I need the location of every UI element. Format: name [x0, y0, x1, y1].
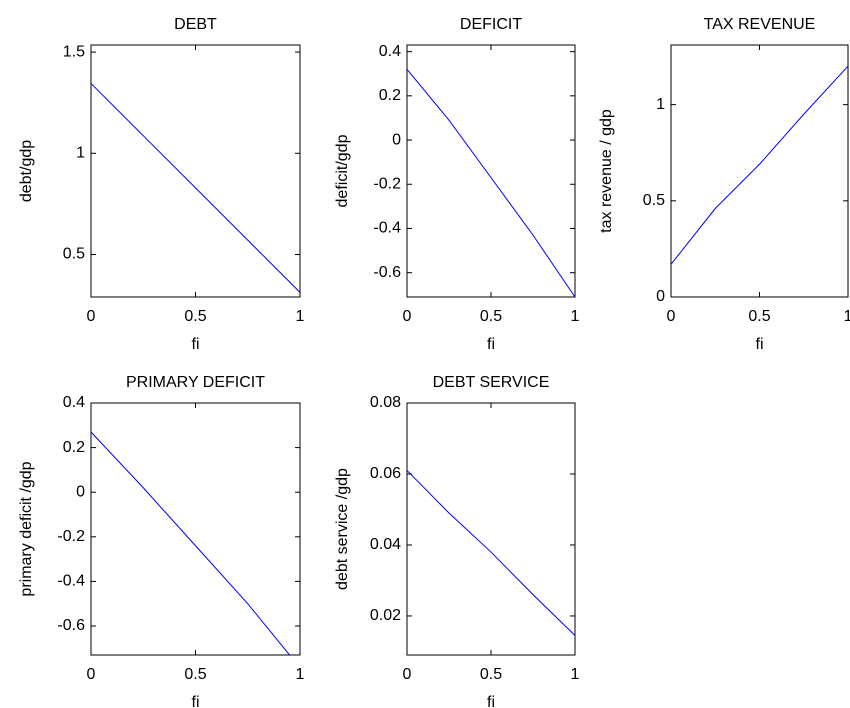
- x-tick-label: 1: [571, 308, 580, 325]
- y-axis-label: debt service /gdp: [334, 468, 351, 590]
- data-line: [91, 83, 300, 293]
- x-axis-label: fi: [192, 336, 200, 353]
- data-line: [407, 470, 575, 636]
- y-tick-label: 0.5: [643, 192, 665, 209]
- y-tick-label: 0.06: [370, 465, 401, 482]
- y-axis-label: deficit/gdp: [334, 134, 351, 207]
- x-axis-label: fi: [487, 336, 495, 353]
- subplot-title: DEBT: [174, 16, 217, 33]
- subplot: 0.02 0.04 0.06 0.08 0 0.5 1 DEBT SERVICE fi debt …: [334, 374, 579, 708]
- y-tick-label: -0.2: [57, 528, 85, 545]
- x-tick-label: 0: [403, 308, 412, 325]
- subplot: -0.6 -0.4 -0.2 0 0.2 0.4 0 0.5 1 DEFICIT fi deficit…: [334, 16, 579, 353]
- axes-box: [90, 44, 301, 298]
- x-tick-label: 1: [296, 666, 305, 683]
- data-line: [407, 69, 575, 297]
- subplot-title: DEFICIT: [460, 16, 522, 33]
- y-axis-label: primary deficit /gdp: [18, 461, 35, 596]
- y-tick-label: 0: [656, 288, 665, 305]
- x-tick-label: 0.5: [184, 666, 206, 683]
- y-tick-label: 0.4: [63, 394, 85, 411]
- x-tick-label: 0: [87, 308, 96, 325]
- x-tick-label: 0: [403, 666, 412, 683]
- subplot: -0.6 -0.4 -0.2 0 0.2 0.4 0 0.5 1 PRIMARY DEFICIT f…: [18, 374, 304, 708]
- y-axis-label: debt/gdp: [18, 140, 35, 202]
- x-tick-label: 0: [667, 308, 676, 325]
- y-tick-label: 0: [392, 131, 401, 148]
- y-tick-label: 0.2: [63, 439, 85, 456]
- y-tick-label: 0.08: [370, 394, 401, 411]
- y-tick-label: 1: [76, 145, 85, 162]
- x-tick-label: 1: [296, 308, 305, 325]
- x-axis-label: fi: [487, 694, 495, 708]
- x-tick-label: 0.5: [480, 308, 502, 325]
- y-tick-label: 0.2: [379, 87, 401, 104]
- x-tick-label: 1: [571, 666, 580, 683]
- y-tick-label: 1.5: [63, 43, 85, 60]
- subplot-title: TAX REVENUE: [704, 16, 816, 33]
- subplot-title: PRIMARY DEFICIT: [126, 374, 265, 391]
- axes-box: [406, 402, 576, 656]
- x-tick-label: 1: [844, 308, 850, 325]
- y-tick-label: -0.6: [57, 617, 85, 634]
- subplot: 0 0.5 1 0 0.5 1 TAX REVENUE fi tax revenue / gdp: [598, 16, 850, 353]
- data-line: [671, 65, 848, 265]
- y-tick-label: -0.2: [373, 175, 401, 192]
- y-tick-label: -0.6: [373, 264, 401, 281]
- data-line: [91, 431, 290, 655]
- subplot: 0.5 1 1.5 0 0.5 1 DEBT fi debt/gdp: [18, 16, 304, 353]
- y-tick-label: -0.4: [57, 573, 85, 590]
- x-tick-label: 0: [87, 666, 96, 683]
- y-tick-label: 0.4: [379, 43, 401, 60]
- axes-box: [670, 44, 849, 298]
- y-tick-label: 0.04: [370, 536, 401, 553]
- y-tick-label: 1: [656, 96, 665, 113]
- subplot-title: DEBT SERVICE: [433, 374, 550, 391]
- x-axis-label: fi: [756, 336, 764, 353]
- y-tick-label: 0.02: [370, 607, 401, 624]
- y-tick-label: 0.5: [63, 246, 85, 263]
- y-axis-label: tax revenue / gdp: [598, 109, 615, 233]
- x-tick-label: 0.5: [184, 308, 206, 325]
- x-tick-label: 0.5: [748, 308, 770, 325]
- y-tick-label: -0.4: [373, 220, 401, 237]
- axes-box: [90, 402, 301, 656]
- x-tick-label: 0.5: [480, 666, 502, 683]
- x-axis-label: fi: [192, 694, 200, 708]
- y-tick-label: 0: [76, 483, 85, 500]
